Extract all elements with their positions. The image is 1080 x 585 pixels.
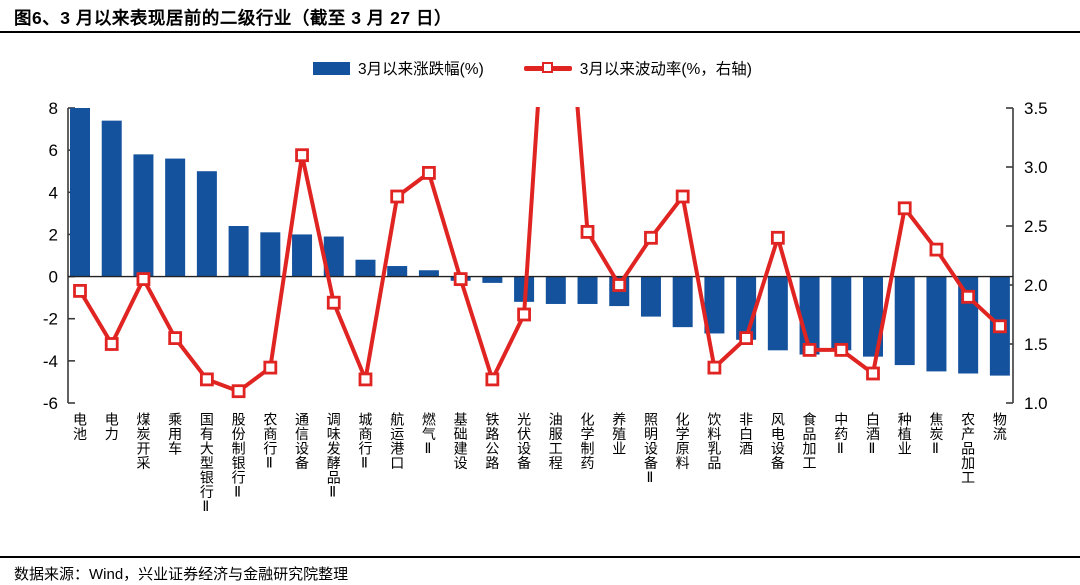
title-divider xyxy=(0,31,1080,33)
svg-text:2: 2 xyxy=(49,225,58,244)
svg-text:3.0: 3.0 xyxy=(1024,158,1048,177)
svg-text:8: 8 xyxy=(49,99,58,118)
svg-text:2.5: 2.5 xyxy=(1024,217,1048,236)
legend: 3月以来涨跌幅(%) 3月以来波动率(%，右轴) xyxy=(313,57,752,79)
line-series-label: 3月以来波动率(%，右轴) xyxy=(579,61,752,78)
svg-text:4: 4 xyxy=(49,183,58,202)
data-source-note: 数据来源：Wind，兴业证券经济与金融研究院整理 xyxy=(14,566,349,583)
svg-text:1.0: 1.0 xyxy=(1024,394,1048,413)
chart-title: 图6、3 月以来表现居前的二级行业（截至 3 月 27 日） xyxy=(14,8,452,28)
svg-text:2.0: 2.0 xyxy=(1024,276,1048,295)
legend-item-bar: 3月以来涨跌幅(%) xyxy=(313,57,484,79)
source-divider xyxy=(0,556,1080,558)
svg-text:6: 6 xyxy=(49,141,58,160)
svg-text:-4: -4 xyxy=(43,352,58,371)
line-series-swatch xyxy=(523,62,572,74)
legend-item-line: 3月以来波动率(%，右轴) xyxy=(523,57,752,79)
svg-text:3.5: 3.5 xyxy=(1024,99,1048,118)
svg-text:-2: -2 xyxy=(43,310,58,329)
svg-text:0: 0 xyxy=(49,268,58,287)
line-swatch-marker-icon xyxy=(541,62,553,73)
svg-text:1.5: 1.5 xyxy=(1024,335,1048,354)
bar-series-label: 3月以来涨跌幅(%) xyxy=(358,61,484,78)
svg-text:-6: -6 xyxy=(43,394,58,413)
bar-series-swatch xyxy=(313,61,350,75)
